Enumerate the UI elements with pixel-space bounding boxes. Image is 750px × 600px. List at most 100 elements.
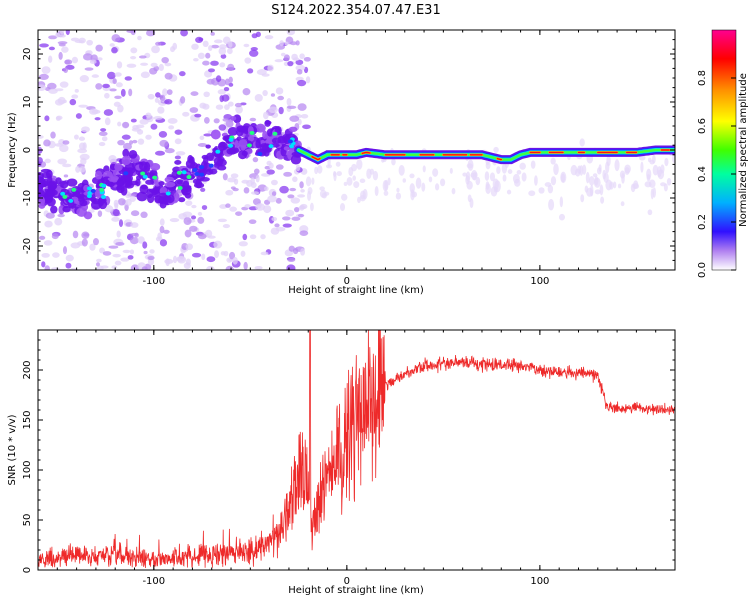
spectrogram-noise-blob	[267, 195, 277, 203]
spectrogram-noise-blob	[189, 225, 198, 232]
spectrogram-faint-blob	[647, 209, 653, 216]
spectrogram-noise-blob	[65, 30, 70, 36]
spectrogram-faint-blob	[493, 146, 499, 153]
spectrogram-noise-blob	[232, 187, 239, 192]
spectrogram-noise-blob	[249, 49, 259, 57]
spectrogram-ridge-blob	[159, 201, 167, 209]
spectrogram-ridge-blob	[145, 179, 155, 185]
spectrogram-hot-spot	[287, 139, 293, 144]
spectrogram-noise-blob	[83, 233, 90, 237]
spectrogram-faint-blob	[422, 165, 426, 173]
spectrogram-noise-blob	[129, 249, 135, 255]
spectrogram-hot-spot	[68, 198, 74, 203]
spectrogram-marks	[38, 30, 675, 270]
spectrogram-noise-blob	[191, 204, 197, 209]
spectrogram-noise-blob	[233, 178, 239, 185]
spectrogram-faint-blob	[538, 187, 545, 194]
spectrogram-ridge-blob	[158, 181, 165, 186]
spectrogram-ridge-blob	[206, 152, 215, 162]
spectrogram-hot-spot	[289, 144, 295, 149]
spectrogram-faint-blob	[449, 167, 453, 174]
spectrogram-noise-blob	[113, 199, 119, 208]
spectrogram-y-tick-label: 20	[22, 48, 33, 61]
spectrogram-ridge-blob	[178, 197, 186, 203]
spectrogram-noise-blob	[215, 75, 222, 82]
spectrogram-noise-blob	[117, 139, 125, 146]
spectrogram-hot-spot	[152, 175, 158, 180]
spectrogram-faint-blob	[434, 183, 440, 191]
spectrogram-noise-blob	[109, 88, 117, 92]
spectrogram-noise-blob	[182, 211, 193, 218]
spectrogram-noise-blob	[295, 59, 304, 66]
spectrogram-noise-blob	[104, 205, 114, 213]
spectrogram-noise-blob	[61, 46, 69, 53]
spectrogram-noise-blob	[142, 241, 148, 249]
spectrogram-noise-blob	[97, 57, 103, 61]
spectrogram-faint-blob	[550, 176, 557, 186]
spectrogram-ridge-blob	[83, 184, 90, 192]
colorbar-tick-label: 0.8	[697, 70, 708, 86]
spectrogram-noise-blob	[62, 246, 68, 255]
spectrogram-faint-blob	[310, 202, 314, 212]
spectrogram-noise-blob	[130, 56, 137, 60]
spectrogram-noise-blob	[159, 94, 166, 101]
spectrogram-faint-blob	[592, 173, 598, 178]
snr-marks	[38, 330, 675, 569]
spectrogram-noise-blob	[200, 187, 206, 192]
spectrogram-noise-blob	[140, 62, 149, 66]
spectrogram-noise-blob	[43, 139, 51, 147]
spectrogram-noise-blob	[70, 37, 80, 42]
spectrogram-noise-blob	[54, 143, 64, 147]
spectrogram-ridge-blob	[55, 177, 62, 185]
spectrogram-ridge-blob	[66, 178, 78, 187]
spectrogram-noise-blob	[274, 223, 280, 228]
spectrogram-ridge-blob	[262, 130, 268, 140]
spectrogram-noise-blob	[292, 176, 298, 183]
spectrogram-noise-blob	[219, 62, 226, 68]
spectrogram-noise-blob	[289, 41, 297, 46]
spectrogram-noise-blob	[62, 140, 70, 145]
spectrogram-faint-blob	[421, 182, 426, 192]
spectrogram-noise-blob	[69, 267, 78, 270]
spectrogram-noise-blob	[73, 134, 79, 140]
spectrogram-faint-blob	[621, 173, 625, 184]
spectrogram-noise-blob	[222, 117, 229, 122]
spectrogram-faint-blob	[660, 164, 665, 174]
spectrogram-noise-blob	[100, 128, 107, 132]
spectrogram-noise-blob	[65, 262, 72, 269]
spectrogram-noise-blob	[280, 52, 286, 57]
spectrogram-noise-blob	[235, 211, 243, 216]
spectrogram-noise-blob	[299, 53, 305, 60]
spectrogram-noise-blob	[89, 243, 96, 251]
spectrogram-hot-spot	[101, 183, 107, 188]
spectrogram-faint-blob	[353, 181, 360, 189]
spectrogram-noise-blob	[111, 265, 118, 270]
spectrogram-faint-blob	[506, 189, 512, 195]
spectrogram-noise-blob	[262, 89, 268, 97]
spectrogram-noise-blob	[286, 97, 292, 106]
spectrogram-faint-blob	[528, 190, 536, 197]
spectrogram-noise-blob	[264, 35, 274, 40]
spectrogram-faint-blob	[663, 183, 668, 192]
spectrogram-noise-blob	[78, 104, 88, 108]
spectrogram-noise-blob	[141, 266, 148, 270]
spectrogram-faint-blob	[409, 173, 415, 179]
spectrogram-faint-blob	[507, 169, 513, 175]
spectrogram-noise-blob	[153, 115, 163, 120]
spectrogram-noise-blob	[197, 52, 205, 60]
spectrogram-noise-blob	[227, 101, 234, 107]
spectrogram-noise-blob	[72, 230, 79, 239]
spectrogram-noise-blob	[140, 71, 150, 79]
spectrogram-noise-blob	[100, 265, 109, 269]
spectrogram-noise-blob	[86, 39, 93, 46]
spectrogram-hot-spot	[186, 175, 192, 180]
spectrogram-faint-blob	[588, 176, 595, 186]
colorbar: 0.0 0.2 0.4 0.6 0.8 Normalized spectral ampl…	[697, 29, 749, 278]
spectrogram-noise-blob	[292, 57, 300, 61]
spectrogram-noise-blob	[57, 213, 65, 218]
spectrogram-noise-blob	[172, 42, 178, 50]
spectrogram-noise-blob	[302, 124, 311, 130]
spectrogram-noise-blob	[253, 168, 260, 175]
spectrogram-noise-blob	[275, 197, 282, 204]
spectrogram-noise-blob	[295, 40, 300, 46]
